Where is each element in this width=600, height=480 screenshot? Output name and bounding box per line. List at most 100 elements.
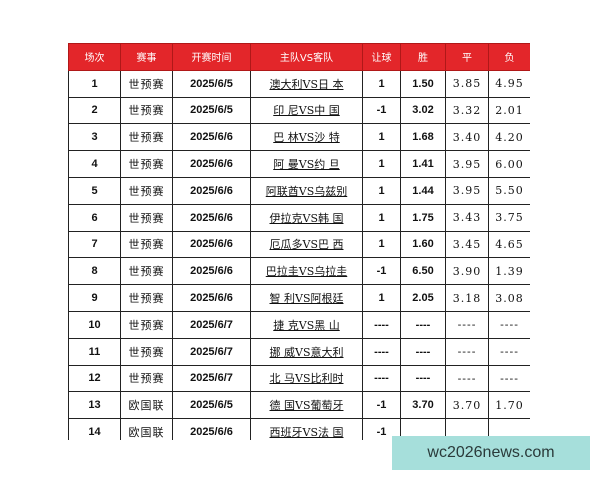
cell: 1 [362,203,401,232]
cell: 世预赛 [120,69,173,98]
cell: 1 [68,69,121,98]
cell: 5.50 [488,176,530,205]
cell: ---- [488,310,530,339]
cell: 10 [68,310,121,339]
header-cell: 赛事 [120,43,173,71]
cell: ---- [445,337,489,366]
cell: ---- [400,310,446,339]
cell: 1.44 [400,176,446,205]
cell: 捷 克VS黑 山 [250,310,363,339]
cell: 3.18 [445,284,489,312]
cell: 2025/6/5 [172,96,251,125]
cell: 3.95 [445,176,489,205]
cell: 北 马VS比利时 [250,364,363,393]
match-text: 印 尼VS中 国 [273,104,340,118]
cell: ---- [445,364,489,393]
cell: 2 [68,96,121,125]
cell: 巴拉圭VS乌拉圭 [250,257,363,286]
match-text: 挪 威VS意大利 [269,345,344,359]
table-row: 3 世预赛 2025/6/6 巴 林VS沙 特 1 1.68 3.40 4.20 [68,123,530,152]
cell: 1.50 [400,69,446,98]
cell: 2025/6/6 [172,230,251,259]
table-row: 10 世预赛 2025/6/7 捷 克VS黑 山 ---- ---- ---- ---- [68,310,530,339]
header-row: 场次 赛事 开赛时间 主队VS客队 让球胜平负 [68,43,530,71]
cell: 6 [68,203,121,232]
table-row: 12 世预赛 2025/6/7 北 马VS比利时 ---- ---- ---- ---- [68,364,530,393]
cell: 1 [362,284,401,312]
cell: 3.32 [445,96,489,125]
cell: 2025/6/7 [172,337,251,366]
cell: 世预赛 [120,176,173,205]
match-text: 伊拉克VS韩 国 [269,211,344,225]
cell: 1.41 [400,150,446,178]
cell: 14 [68,418,121,440]
table-row: 14 欧国联 2025/6/6 西班牙VS法 国 -1 [68,418,530,440]
match-text: 阿联酋VS乌兹别 [265,184,348,198]
cell: 世预赛 [120,123,173,152]
cell: 3.40 [445,123,489,152]
cell: ---- [362,337,401,366]
cell: 世预赛 [120,337,173,366]
cell: 3.90 [445,257,489,286]
cell: 2025/6/5 [172,69,251,98]
cell: 德 国VS葡萄牙 [250,391,363,420]
cell: ---- [488,337,530,366]
cell: -1 [362,96,401,125]
table-row: 8 世预赛 2025/6/6 巴拉圭VS乌拉圭 -1 6.50 3.90 1.39 [68,257,530,286]
match-text: 厄瓜多VS巴 西 [269,238,344,252]
cell: 6.50 [400,257,446,286]
cell: 2025/6/5 [172,391,251,420]
cell: 1 [362,150,401,178]
cell: 6.00 [488,150,530,178]
cell: 世预赛 [120,310,173,339]
cell: ---- [400,337,446,366]
match-text: 澳大利VS日 本 [269,77,344,91]
cell: 挪 威VS意大利 [250,337,363,366]
cell: 3.95 [445,150,489,178]
cell: ---- [445,310,489,339]
cell: 世预赛 [120,230,173,259]
match-text: 北 马VS比利时 [269,372,344,386]
cell: 13 [68,391,121,420]
cell: 3 [68,123,121,152]
cell: 2025/6/6 [172,418,251,440]
cell: 印 尼VS中 国 [250,96,363,125]
table-wrap: 场次 赛事 开赛时间 主队VS客队 让球胜平负 1 世预赛 2025/6/5 澳大利VS日 本… [68,43,530,440]
match-text: 巴 林VS沙 特 [273,131,340,145]
cell: 1.75 [400,203,446,232]
cell: 世预赛 [120,203,173,232]
header-cell: 主队VS客队 [250,43,363,71]
cell: ---- [362,364,401,393]
cell: 3.02 [400,96,446,125]
match-text: 阿 曼VS约 旦 [273,158,340,172]
cell: ---- [400,364,446,393]
cell: 1 [362,123,401,152]
cell: 1 [362,69,401,98]
header-cell: 让球 [362,43,401,71]
match-text: 捷 克VS黑 山 [273,318,340,332]
cell: 世预赛 [120,96,173,125]
cell: 世预赛 [120,364,173,393]
cell: 1.68 [400,123,446,152]
cell: 4.20 [488,123,530,152]
table-row: 2 世预赛 2025/6/5 印 尼VS中 国 -1 3.02 3.32 2.01 [68,96,530,125]
cell: 欧国联 [120,391,173,420]
cell: 7 [68,230,121,259]
cell: 阿联酋VS乌兹别 [250,176,363,205]
match-text: 西班牙VS法 国 [269,426,344,440]
table-row: 6 世预赛 2025/6/6 伊拉克VS韩 国 1 1.75 3.43 3.75 [68,203,530,232]
cell: 西班牙VS法 国 [250,418,363,440]
cell: 5 [68,176,121,205]
cell: ---- [488,364,530,393]
cell: 1 [362,176,401,205]
table-row: 7 世预赛 2025/6/6 厄瓜多VS巴 西 1 1.60 3.45 4.65 [68,230,530,259]
table-row: 9 世预赛 2025/6/6 智 利VS阿根廷 1 2.05 3.18 3.08 [68,284,530,312]
cell: 4.95 [488,69,530,98]
cell: 智 利VS阿根廷 [250,284,363,312]
match-text: 德 国VS葡萄牙 [269,399,344,413]
cell: 2025/6/6 [172,123,251,152]
cell: 2025/6/6 [172,284,251,312]
cell: 2025/6/6 [172,176,251,205]
table-row: 13 欧国联 2025/6/5 德 国VS葡萄牙 -1 3.70 3.70 1.70 [68,391,530,420]
